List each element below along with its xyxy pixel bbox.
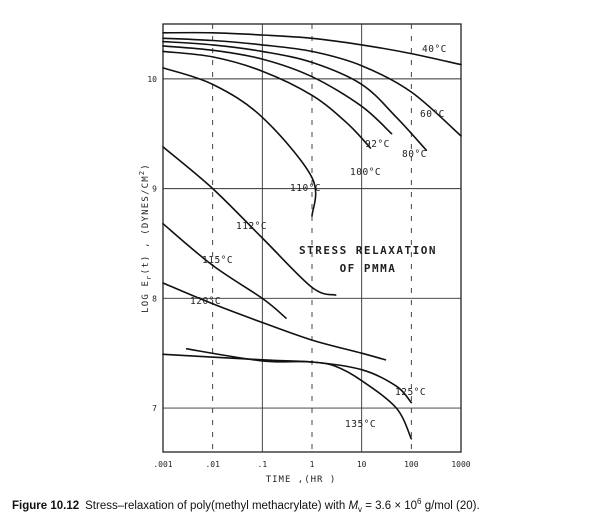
caption-label: Figure 10.12 bbox=[12, 499, 80, 512]
y-axis-label-pre: LOG E bbox=[141, 280, 151, 313]
series-label-60c: 60°C bbox=[420, 109, 445, 120]
y-tick-label: 10 bbox=[147, 75, 157, 84]
series-label-80c: 80°C bbox=[402, 149, 427, 160]
stress-relaxation-chart: .001 .01 .1 1 10 100 1000 7 8 9 10 40°C 60°C 80°C 92°… bbox=[138, 23, 471, 485]
caption-text-mid: = 3.6 × 10 bbox=[362, 499, 418, 512]
y-axis-label-mid: (t) , (DYNES/CM bbox=[141, 175, 151, 274]
caption-text-post: g/mol (20). bbox=[421, 499, 480, 512]
figure-caption: Figure 10.12 Stress–relaxation of poly(me… bbox=[12, 497, 592, 514]
x-tick-label: 1 bbox=[310, 460, 315, 469]
caption-exponent: 6 bbox=[417, 497, 422, 506]
series-label-112c: 112°C bbox=[236, 221, 267, 232]
series-label-135c: 135°C bbox=[345, 419, 376, 430]
x-tick-label: 1000 bbox=[451, 460, 470, 469]
x-tick-label: .001 bbox=[153, 460, 172, 469]
series-line-60c bbox=[162, 37, 462, 137]
y-axis-label-post: ) bbox=[141, 163, 151, 170]
series-label-100c: 100°C bbox=[350, 167, 381, 178]
caption-mv-sub: v bbox=[358, 505, 363, 515]
x-tick-label: 100 bbox=[404, 460, 419, 469]
series-label-92c: 92°C bbox=[365, 139, 390, 150]
series-line-40c bbox=[162, 31, 462, 66]
chart-annotation-line2: OF PMMA bbox=[340, 262, 397, 275]
y-tick-label: 8 bbox=[152, 294, 157, 303]
series-line-120c bbox=[162, 282, 387, 361]
series-label-120c: 120°C bbox=[190, 296, 221, 307]
series-label-115c: 115°C bbox=[202, 255, 233, 266]
series-label-40c: 40°C bbox=[422, 44, 447, 55]
series-label-110c: 110°C bbox=[290, 183, 321, 194]
x-tick-label: .1 bbox=[258, 460, 268, 469]
chart-annotation-line1: STRESS RELAXATION bbox=[299, 244, 437, 257]
series-line-110c bbox=[162, 67, 317, 217]
tick-labels: .001 .01 .1 1 10 100 1000 7 8 9 10 bbox=[147, 75, 470, 469]
x-tick-label: .01 bbox=[205, 460, 220, 469]
series-line-115c bbox=[162, 222, 287, 319]
chart-series bbox=[162, 31, 462, 440]
y-axis-label: LOG Er(t) , (DYNES/CM2) bbox=[138, 163, 153, 313]
y-axis-label-sup: 2 bbox=[138, 170, 146, 175]
series-labels: 40°C 60°C 80°C 92°C 100°C 110°C 112°C 115°C 120°… bbox=[190, 44, 447, 430]
x-tick-label: 10 bbox=[357, 460, 367, 469]
series-line-100c bbox=[162, 50, 372, 149]
y-tick-label: 7 bbox=[152, 404, 157, 413]
caption-mv: M bbox=[348, 499, 359, 512]
y-tick-label: 9 bbox=[152, 185, 157, 194]
x-axis-label: TIME ,(HR ) bbox=[266, 475, 337, 485]
series-line-80c bbox=[162, 40, 428, 151]
y-axis-label-sub: r bbox=[145, 274, 153, 279]
caption-text-pre: Stress–relaxation of poly(methyl methacr… bbox=[85, 499, 349, 512]
series-line-112c bbox=[162, 146, 337, 296]
series-label-125c: 125°C bbox=[395, 387, 426, 398]
series-line-92c bbox=[162, 45, 393, 135]
series-line-135c bbox=[162, 353, 413, 440]
